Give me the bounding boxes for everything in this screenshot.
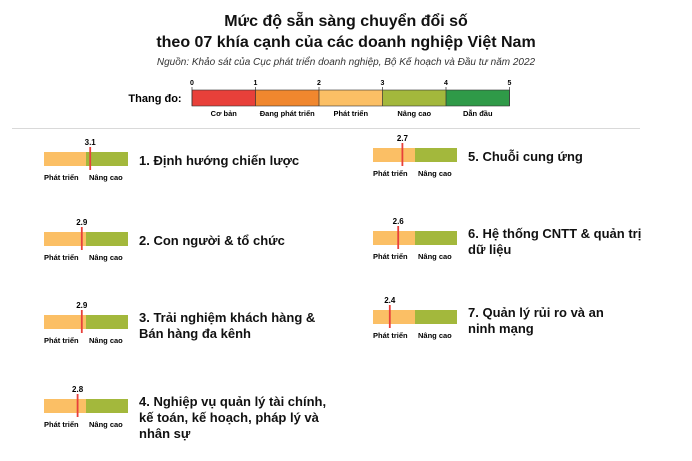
bar-segment-phat-trien <box>373 148 415 162</box>
chart-source: Nguồn: Khảo sát của Cục phát triển doanh… <box>156 57 536 68</box>
dimension-item: 2.4 Phát triển Nâng cao 7. Quản lý rủi ro v… <box>373 292 692 372</box>
scale-tick-label: 5 <box>508 80 512 87</box>
dimension-bar-chart: 3.1 Phát triển Nâng cao <box>44 138 128 182</box>
bar-segment-phat-trien <box>44 232 86 246</box>
value-label: 2.9 <box>76 218 88 227</box>
dimension-bar-chart: 2.6 Phát triển Nâng cao <box>373 217 457 261</box>
scale-tick-label: 3 <box>381 80 385 87</box>
dimension-bar-chart: 2.9 Phát triển Nâng cao <box>44 301 128 345</box>
scale-level-label: Đang phát triển <box>260 109 315 118</box>
scale-level-label: Dẫn đầu <box>463 109 493 118</box>
dimension-label: 5. Chuỗi cung ứng <box>468 149 668 165</box>
scale-tick-label: 2 <box>317 80 321 87</box>
segment-label-phat-trien: Phát triển <box>373 169 408 178</box>
dimension-label-line: 3. Trải nghiệm khách hàng & <box>139 310 316 325</box>
dimension-label-line: 6. Hệ thống CNTT & quản trị <box>468 226 642 241</box>
segment-label-phat-trien: Phát triển <box>44 420 79 429</box>
segment-label-nang-cao: Nâng cao <box>418 169 452 178</box>
dimension-bar-chart: 2.4 Phát triển Nâng cao <box>373 296 457 340</box>
dimension-label-line: ninh mạng <box>468 321 534 336</box>
segment-label-nang-cao: Nâng cao <box>89 336 123 345</box>
dimension-label-line: 7. Quản lý rủi ro và an <box>468 305 604 320</box>
value-label: 3.1 <box>85 138 97 147</box>
bar-segment-phat-trien <box>44 399 86 413</box>
segment-label-nang-cao: Nâng cao <box>89 253 123 262</box>
value-label: 2.7 <box>397 134 409 143</box>
bar-segment-nang-cao <box>415 310 457 324</box>
bar-segment-nang-cao <box>86 315 128 329</box>
dimension-label-line: dữ liệu <box>468 242 512 257</box>
scale-label: Thang đo: <box>128 93 181 105</box>
dimension-label-line: kế toán, kế hoạch, pháp lý và <box>139 410 319 425</box>
dimension-item: 2.6 Phát triển Nâng cao 6. Hệ thống CNTT & … <box>373 213 692 293</box>
scale-level-label: Phát triển <box>333 109 368 118</box>
scale-tick-label: 1 <box>254 80 258 87</box>
scale-segment <box>192 90 256 106</box>
dimension-item: 2.7 Phát triển Nâng cao 5. Chuỗi cung ứng <box>373 130 692 210</box>
dimension-label-line: 2. Con người & tổ chức <box>139 233 285 248</box>
segment-label-phat-trien: Phát triển <box>373 331 408 340</box>
bar-segment-nang-cao <box>415 231 457 245</box>
dimension-label: 3. Trải nghiệm khách hàng & Bán hàng đa k… <box>139 310 339 342</box>
segment-label-phat-trien: Phát triển <box>44 173 79 182</box>
dimension-label: 4. Nghiệp vụ quản lý tài chính, kế toán, … <box>139 394 339 442</box>
segment-label-nang-cao: Nâng cao <box>418 252 452 261</box>
scale-segment <box>319 90 383 106</box>
scale-segment <box>382 90 446 106</box>
scale-legend: Thang đo: Cơ bản Đang phát triển Phát triển… <box>128 80 512 118</box>
bar-segment-phat-trien <box>373 231 415 245</box>
segment-label-nang-cao: Nâng cao <box>89 420 123 429</box>
dimension-label: 2. Con người & tổ chức <box>139 233 339 249</box>
dimension-label: 1. Định hướng chiến lược <box>139 153 339 169</box>
bar-segment-phat-trien <box>44 315 86 329</box>
scale-segment <box>446 90 510 106</box>
divider <box>12 128 640 129</box>
bar-segment-nang-cao <box>86 152 128 166</box>
dimension-label-line: 1. Định hướng chiến lược <box>139 153 300 168</box>
dimension-bar-chart: 2.9 Phát triển Nâng cao <box>44 218 128 262</box>
scale-tick-label: 0 <box>190 80 194 87</box>
value-label: 2.8 <box>72 385 84 394</box>
bar-segment-phat-trien <box>373 310 415 324</box>
bar-segment-nang-cao <box>86 232 128 246</box>
dimension-bar-chart: 2.7 Phát triển Nâng cao <box>373 134 457 178</box>
bar-segment-phat-trien <box>44 152 86 166</box>
chart-title-line-1: Mức độ sẵn sàng chuyển đổi số <box>224 13 468 30</box>
bar-segment-nang-cao <box>86 399 128 413</box>
dimension-label-line: 4. Nghiệp vụ quản lý tài chính, <box>139 394 327 409</box>
segment-label-nang-cao: Nâng cao <box>89 173 123 182</box>
dimension-label: 6. Hệ thống CNTT & quản trị dữ liệu <box>468 226 668 258</box>
value-label: 2.9 <box>76 301 88 310</box>
bar-segment-nang-cao <box>415 148 457 162</box>
segment-label-phat-trien: Phát triển <box>44 336 79 345</box>
segment-label-phat-trien: Phát triển <box>44 253 79 262</box>
dimension-item: 2.9 Phát triển Nâng cao 2. Con người & tổ c… <box>44 214 384 294</box>
scale-segment <box>255 90 319 106</box>
segment-label-phat-trien: Phát triển <box>373 252 408 261</box>
value-label: 2.4 <box>384 296 396 305</box>
scale-level-label: Nâng cao <box>397 109 431 118</box>
dimension-label-line: 5. Chuỗi cung ứng <box>468 149 583 164</box>
scale-level-label: Cơ bản <box>211 109 238 118</box>
value-label: 2.6 <box>393 217 405 226</box>
dimension-item: 2.9 Phát triển Nâng cao 3. Trải nghiệm khác… <box>44 297 384 377</box>
scale-tick-label: 4 <box>444 80 448 87</box>
dimension-label-line: nhân sự <box>139 426 191 441</box>
dimension-label-line: Bán hàng đa kênh <box>139 326 251 341</box>
dimension-item: 2.8 Phát triển Nâng cao 4. Nghiệp vụ quản l… <box>44 381 384 461</box>
segment-label-nang-cao: Nâng cao <box>418 331 452 340</box>
dimension-label: 7. Quản lý rủi ro và an ninh mạng <box>468 305 668 337</box>
dimension-item: 3.1 Phát triển Nâng cao 1. Định hướng chiến… <box>44 134 384 214</box>
chart-title-line-2: theo 07 khía cạnh của các doanh nghiệp V… <box>156 34 536 51</box>
dimension-bar-chart: 2.8 Phát triển Nâng cao <box>44 385 128 429</box>
